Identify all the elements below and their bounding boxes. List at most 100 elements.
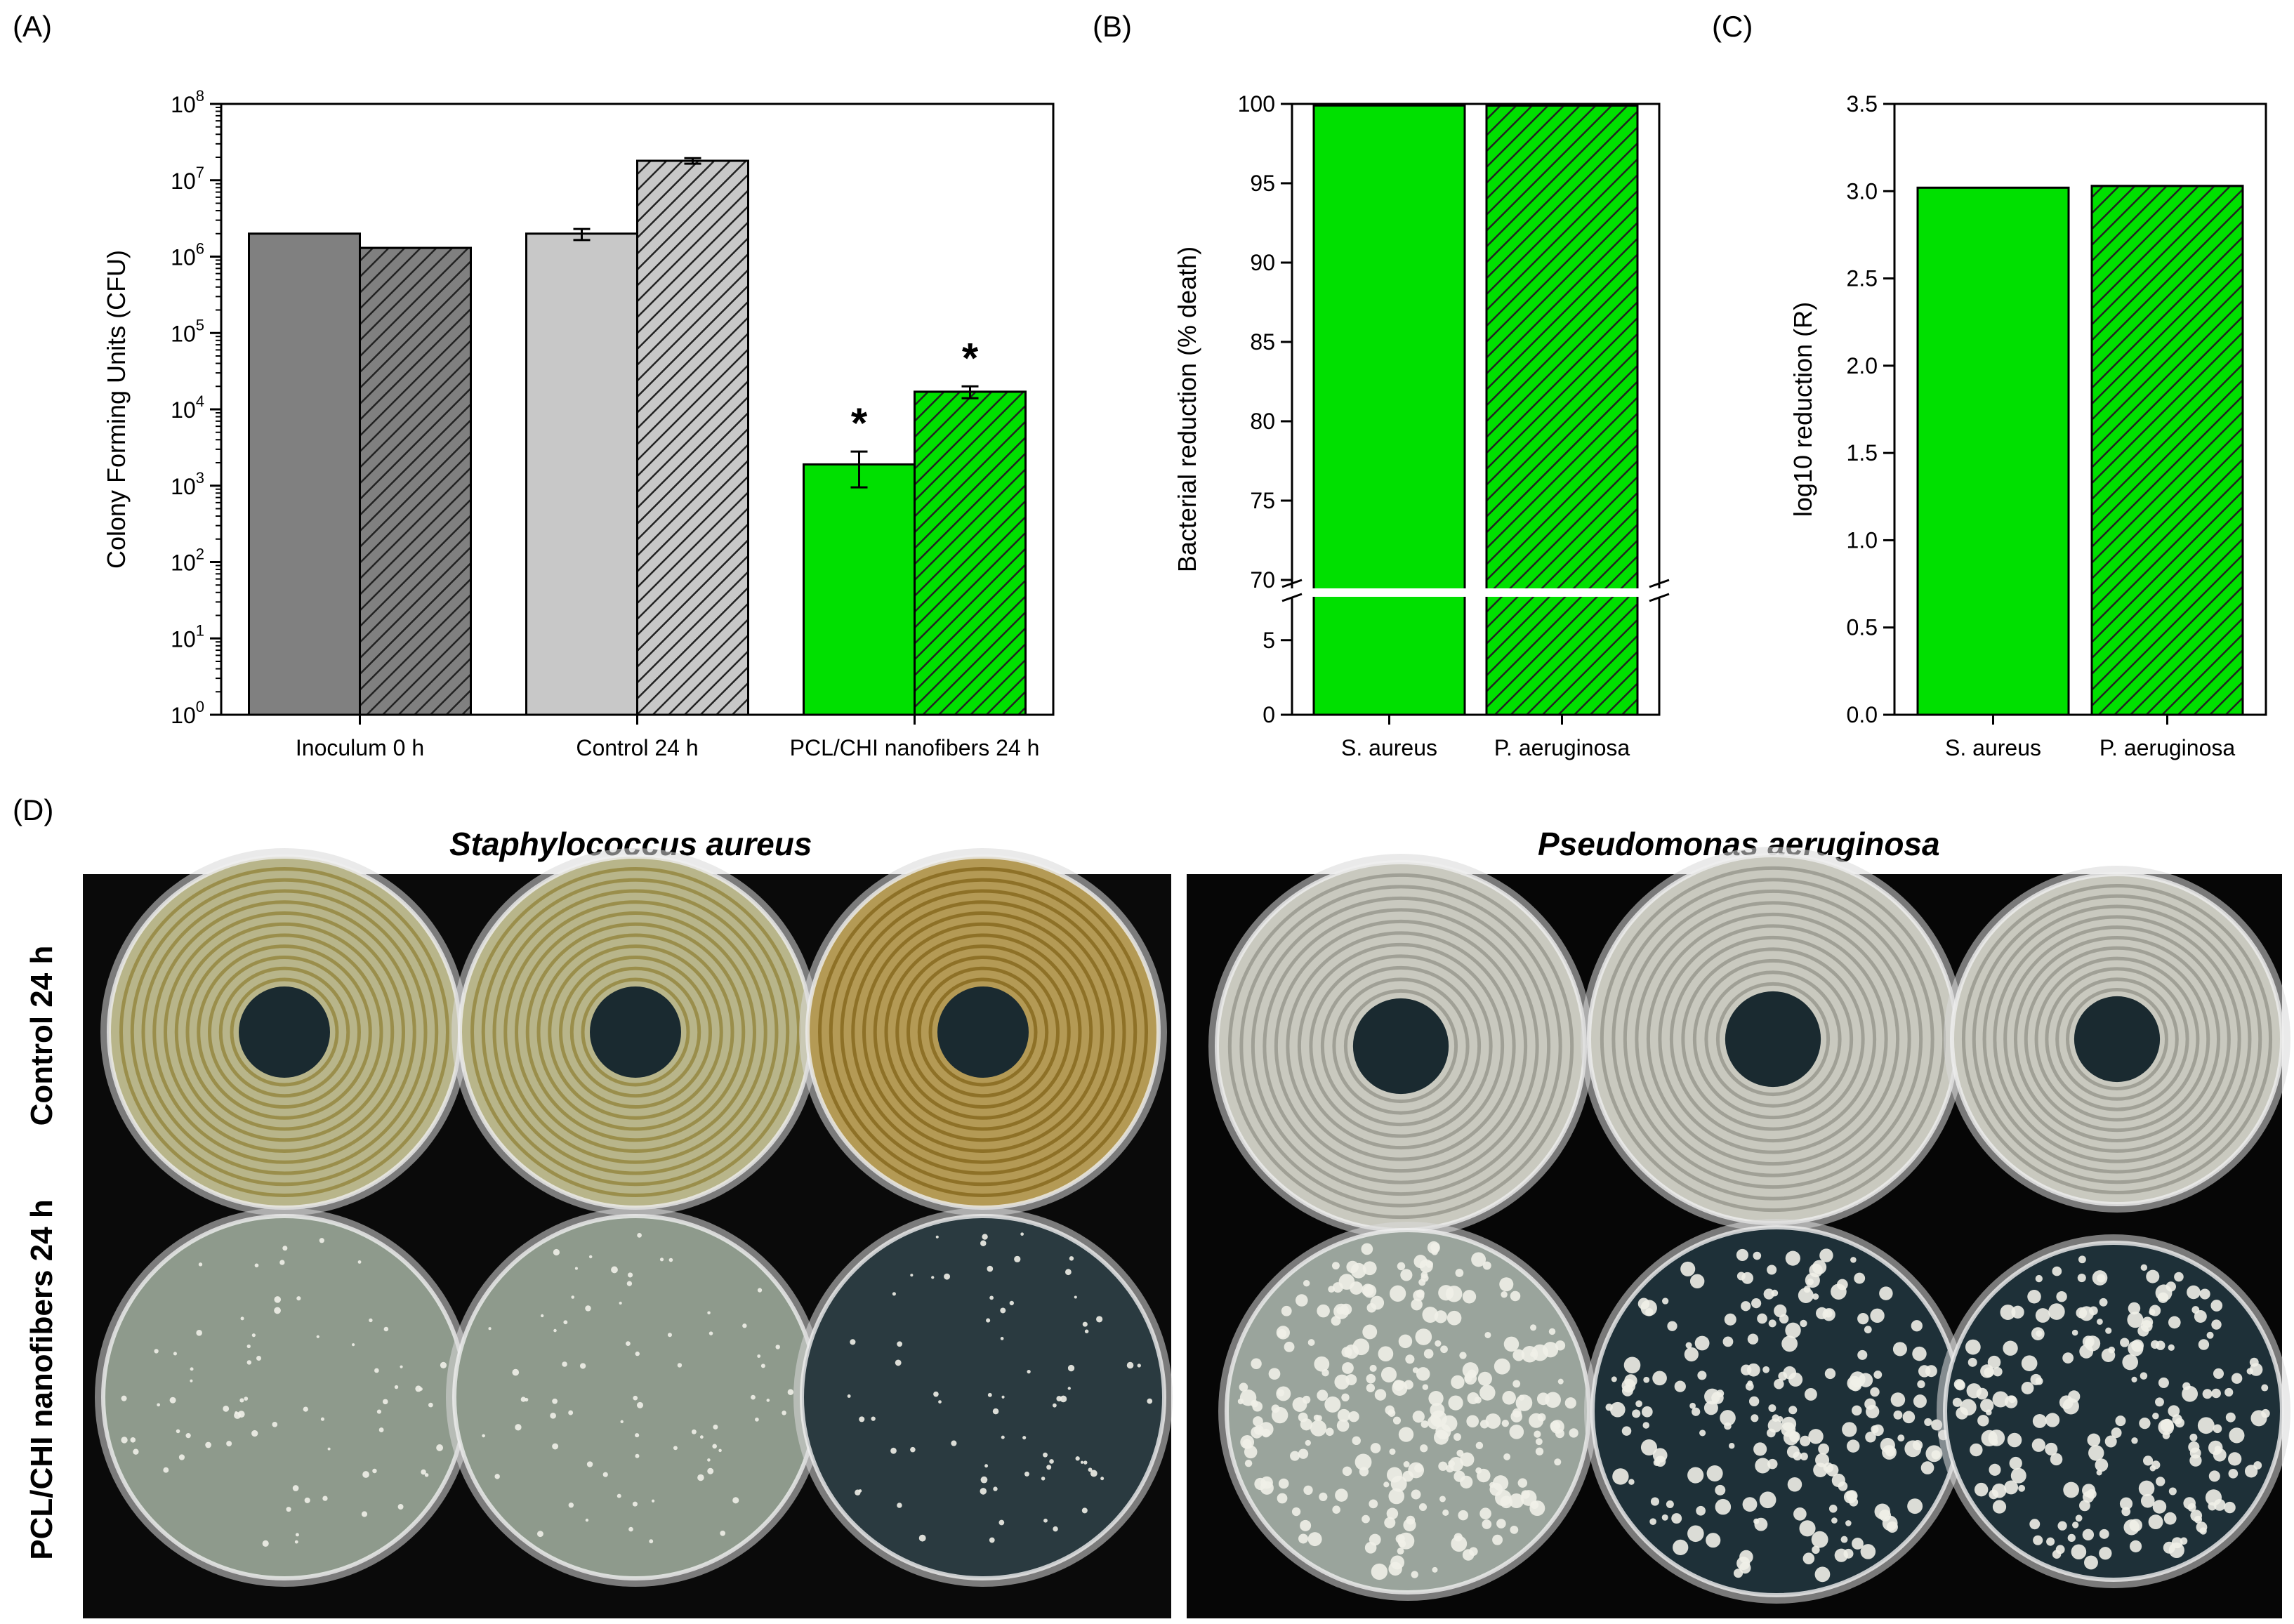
streak-ring xyxy=(152,900,416,1164)
colony xyxy=(2115,1415,2126,1427)
colony xyxy=(1427,1415,1442,1430)
y-tick-label-c: 2.5 xyxy=(1847,266,1878,291)
colony xyxy=(982,1234,988,1240)
colony xyxy=(892,1292,896,1296)
colony xyxy=(515,1424,522,1431)
dish-edge xyxy=(1943,1241,2284,1582)
colony xyxy=(2027,1290,2041,1304)
colony xyxy=(163,1467,169,1473)
colony xyxy=(1438,1285,1454,1301)
streak-ring xyxy=(1715,982,1831,1097)
colony xyxy=(757,1288,763,1293)
colony xyxy=(2168,1487,2177,1496)
colony xyxy=(1242,1439,1252,1448)
y-axis-title-a: Colony Forming Units (CFU) xyxy=(102,250,131,569)
colony xyxy=(1460,1452,1475,1467)
petri-dish-3 xyxy=(95,1208,474,1587)
colony xyxy=(1083,1460,1088,1465)
colony xyxy=(2224,1387,2234,1397)
colony xyxy=(1432,1566,1438,1573)
colony xyxy=(707,1311,711,1314)
colony xyxy=(2225,1412,2236,1422)
y-tick-label-a: 105 xyxy=(171,316,204,346)
colony xyxy=(244,1397,249,1401)
colony xyxy=(1302,1395,1311,1404)
colony xyxy=(1277,1328,1287,1338)
petri-dish-6 xyxy=(1208,854,1593,1239)
colony xyxy=(632,1501,638,1507)
colony xyxy=(1530,1324,1537,1331)
streak-ring xyxy=(895,944,1071,1120)
colony xyxy=(1818,1443,1830,1455)
colony xyxy=(553,1248,560,1256)
colony xyxy=(1704,1388,1720,1405)
streak-ring xyxy=(2034,956,2200,1122)
colony xyxy=(2228,1452,2242,1466)
streak-ring xyxy=(1611,878,1934,1201)
colony xyxy=(376,1409,382,1414)
colony xyxy=(1800,1452,1808,1460)
colony xyxy=(1687,1467,1704,1484)
colony xyxy=(1741,1301,1751,1312)
colony xyxy=(1345,1374,1357,1386)
colony xyxy=(1400,1269,1413,1281)
colony xyxy=(2067,1533,2076,1543)
streak-ring xyxy=(1332,977,1470,1115)
colony xyxy=(2213,1368,2224,1379)
colony xyxy=(1332,1505,1340,1514)
colony xyxy=(1564,1397,1576,1409)
colony xyxy=(933,1391,939,1397)
streak-ring xyxy=(130,878,439,1187)
colony xyxy=(2199,1288,2210,1300)
colony xyxy=(651,1499,655,1503)
colony xyxy=(617,1493,621,1498)
colony xyxy=(1989,1489,1999,1500)
colony xyxy=(2048,1303,2065,1320)
colony xyxy=(1509,1425,1524,1439)
colony xyxy=(1850,1257,1857,1263)
colony xyxy=(626,1281,633,1286)
colony xyxy=(2187,1285,2201,1300)
colony xyxy=(766,1399,770,1402)
colony xyxy=(1441,1415,1458,1432)
colony xyxy=(2160,1418,2174,1432)
petri-dish-11 xyxy=(1937,1234,2290,1588)
colony xyxy=(1836,1279,1848,1290)
colony xyxy=(316,1335,319,1338)
colony xyxy=(2071,1521,2079,1529)
colony xyxy=(1448,1395,1463,1411)
colony xyxy=(1496,1519,1506,1529)
colony xyxy=(1453,1533,1463,1542)
colony xyxy=(1397,1547,1404,1555)
colony xyxy=(1977,1415,1989,1427)
colony xyxy=(1980,1399,1994,1413)
panel-label-d: (D) xyxy=(13,793,54,826)
colony xyxy=(1352,1338,1370,1356)
colony xyxy=(1637,1298,1650,1309)
colony xyxy=(2046,1537,2055,1546)
colony xyxy=(2122,1354,2138,1371)
colony xyxy=(1438,1461,1448,1471)
colony xyxy=(1303,1485,1313,1496)
colony xyxy=(2140,1493,2155,1508)
colony xyxy=(1503,1336,1520,1352)
colony xyxy=(251,1333,256,1338)
colony xyxy=(1569,1428,1578,1438)
colony xyxy=(239,1398,244,1403)
colony xyxy=(1819,1248,1833,1262)
colony xyxy=(1838,1481,1848,1491)
colony xyxy=(708,1331,713,1335)
colony xyxy=(1298,1533,1309,1544)
y-tick-label-b: 85 xyxy=(1250,329,1275,355)
colony xyxy=(2211,1388,2221,1399)
colony xyxy=(699,1435,704,1439)
colony xyxy=(1462,1290,1477,1304)
y-tick-label-a: 100 xyxy=(171,698,204,728)
colony xyxy=(2079,1500,2090,1512)
colony xyxy=(1471,1252,1487,1267)
colony xyxy=(2021,1381,2034,1394)
colony xyxy=(378,1427,384,1432)
colony xyxy=(1823,1462,1834,1473)
panel-label-a: (A) xyxy=(13,10,52,43)
colony xyxy=(1418,1279,1426,1286)
